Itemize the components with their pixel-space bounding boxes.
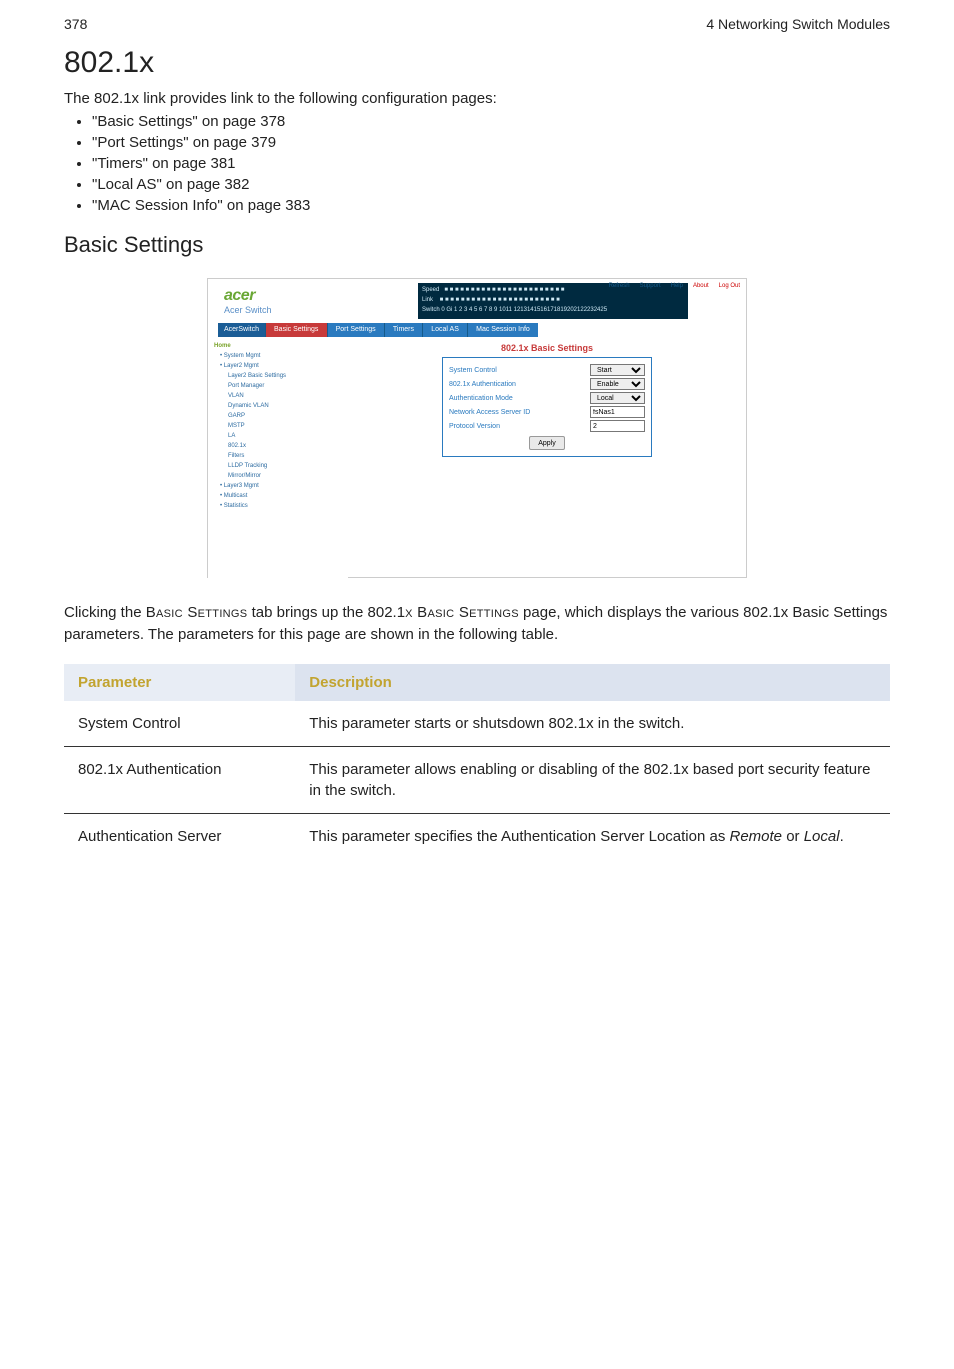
tab-mac-session[interactable]: Mac Session Info <box>467 323 538 337</box>
logout-link[interactable]: Log Out <box>719 283 740 289</box>
authentication-select[interactable]: Enable <box>590 378 645 390</box>
th-parameter: Parameter <box>64 664 295 701</box>
sidebar-item-home[interactable]: Home <box>214 341 342 351</box>
desc-cell: This parameter allows enabling or disabl… <box>295 746 890 813</box>
sidebar: Home • System Mgmt • Layer2 Mgmt Layer2 … <box>208 337 348 579</box>
sidebar-item-vlan[interactable]: VLAN <box>214 391 342 401</box>
speed-label: Speed <box>422 287 439 293</box>
desc-cell: This parameter starts or shutsdown 802.1… <box>295 701 890 747</box>
sidebar-item-layer3[interactable]: • Layer3 Mgmt <box>214 481 342 491</box>
settings-title: 802.1x Basic Settings <box>442 343 652 353</box>
auth-mode-select[interactable]: Local <box>590 392 645 404</box>
about-link[interactable]: About <box>693 283 709 289</box>
row-label-auth-mode: Authentication Mode <box>449 395 513 402</box>
tab-basic-settings[interactable]: Basic Settings <box>265 323 327 337</box>
desc-cell: This parameter specifies the Authenticat… <box>295 813 890 859</box>
settings-form: System Control Start 802.1x Authenticati… <box>442 357 652 457</box>
th-description: Description <box>295 664 890 701</box>
table-row: System Control This parameter starts or … <box>64 701 890 747</box>
system-control-select[interactable]: Start <box>590 364 645 376</box>
param-cell: System Control <box>64 701 295 747</box>
link-item[interactable]: "Local AS" on page 382 <box>92 176 890 193</box>
tab-local-as[interactable]: Local AS <box>422 323 467 337</box>
sidebar-item-port-mgr[interactable]: Port Manager <box>214 381 342 391</box>
screenshot: acer Acer Switch Speed ■ ■ ■ ■ ■ ■ ■ ■ ■… <box>207 278 747 578</box>
top-links: Refresh Support Help About Log Out <box>609 283 740 289</box>
sidebar-item-multicast[interactable]: • Multicast <box>214 491 342 501</box>
sidebar-item-dyn-vlan[interactable]: Dynamic VLAN <box>214 401 342 411</box>
link-item[interactable]: "Basic Settings" on page 378 <box>92 113 890 130</box>
link-item[interactable]: "Timers" on page 381 <box>92 155 890 172</box>
support-link[interactable]: Support <box>640 283 661 289</box>
page-title: 802.1x <box>64 46 890 80</box>
sidebar-item-la[interactable]: LA <box>214 431 342 441</box>
table-row: 802.1x Authentication This parameter all… <box>64 746 890 813</box>
sidebar-item-mstp[interactable]: MSTP <box>214 421 342 431</box>
table-row: Authentication Server This parameter spe… <box>64 813 890 859</box>
sidebar-item-lldp[interactable]: LLDP Tracking <box>214 461 342 471</box>
sidebar-item-garp[interactable]: GARP <box>214 411 342 421</box>
brand-subtitle: Acer Switch <box>224 305 348 315</box>
param-cell: 802.1x Authentication <box>64 746 295 813</box>
sidebar-item-8021x[interactable]: 802.1x <box>214 441 342 451</box>
intro-text: The 802.1x link provides link to the fol… <box>64 90 890 107</box>
nas-id-input[interactable] <box>590 406 645 418</box>
refresh-link[interactable]: Refresh <box>609 283 630 289</box>
link-item[interactable]: "Port Settings" on page 379 <box>92 134 890 151</box>
device-status-text: Switch 0 Gi 1 2 3 4 5 6 7 8 9 1011 12131… <box>422 305 684 315</box>
chapter-title: 4 Networking Switch Modules <box>706 16 890 32</box>
description-paragraph: Clicking the Basic Settings tab brings u… <box>64 602 890 646</box>
help-link[interactable]: Help <box>671 283 683 289</box>
link-label: Link <box>422 297 433 303</box>
row-label-system-control: System Control <box>449 367 497 374</box>
section-heading: Basic Settings <box>64 232 890 258</box>
row-label-auth: 802.1x Authentication <box>449 381 516 388</box>
parameters-table: Parameter Description System Control Thi… <box>64 664 890 859</box>
links-list: "Basic Settings" on page 378 "Port Setti… <box>64 113 890 214</box>
sidebar-item-statistics[interactable]: • Statistics <box>214 501 342 511</box>
row-label-nas-id: Network Access Server ID <box>449 409 530 416</box>
tab-port-settings[interactable]: Port Settings <box>327 323 384 337</box>
sidebar-item-system-mgmt[interactable]: • System Mgmt <box>214 351 342 361</box>
tab-timers[interactable]: Timers <box>384 323 422 337</box>
tab-row: AcerSwitch Basic Settings Port Settings … <box>218 323 538 337</box>
row-label-proto-ver: Protocol Version <box>449 423 500 430</box>
nav-label: AcerSwitch <box>218 323 265 337</box>
sidebar-item-mirror[interactable]: Mirror/Mirror <box>214 471 342 481</box>
brand-logo: acer <box>224 287 348 305</box>
param-cell: Authentication Server <box>64 813 295 859</box>
protocol-version-input[interactable] <box>590 420 645 432</box>
sidebar-item-layer2-mgmt[interactable]: • Layer2 Mgmt <box>214 361 342 371</box>
sidebar-item-l2-basic[interactable]: Layer2 Basic Settings <box>214 371 342 381</box>
link-item[interactable]: "MAC Session Info" on page 383 <box>92 197 890 214</box>
apply-button[interactable]: Apply <box>529 436 565 450</box>
sidebar-item-filters[interactable]: Filters <box>214 451 342 461</box>
page-number: 378 <box>64 16 87 32</box>
